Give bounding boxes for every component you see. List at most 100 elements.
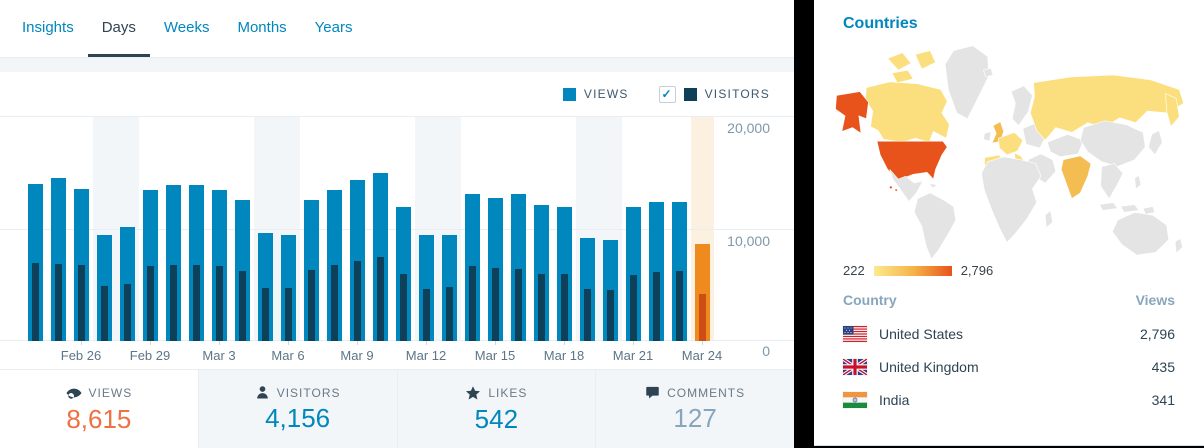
views-bar-mar-21[interactable] [625, 206, 641, 341]
map-region-alaska[interactable] [835, 91, 869, 135]
visitors-bar-mar-3[interactable] [215, 266, 223, 341]
visitors-bar-mar-9[interactable] [353, 261, 361, 341]
visitors-bar-mar-21[interactable] [629, 274, 637, 341]
map-region-central-asia[interactable] [1046, 134, 1084, 158]
visitors-bar-mar-12[interactable] [422, 288, 430, 341]
visitors-bar-mar-14[interactable] [468, 265, 476, 341]
tab-years[interactable]: Years [314, 18, 353, 36]
visitors-bar-mar-18[interactable] [560, 274, 568, 341]
summary-tab-views[interactable]: VIEWS 8,615 [0, 370, 199, 448]
visitors-bar-feb-28[interactable] [123, 283, 131, 341]
visitors-bar-mar-19[interactable] [583, 289, 591, 341]
map-region-arctic-islands[interactable] [887, 50, 936, 84]
map-region-south-america[interactable] [913, 192, 957, 260]
visitors-bar-feb-24[interactable] [31, 262, 39, 341]
map-region-indonesia[interactable] [1099, 202, 1156, 215]
map-region-africa[interactable] [980, 156, 1042, 244]
map-region-china[interactable] [1079, 120, 1146, 167]
views-bar-mar-22[interactable] [648, 201, 664, 341]
views-bar-mar-2[interactable] [188, 185, 204, 341]
map-region-hawaii[interactable] [889, 185, 898, 192]
country-row-india: India 341 [843, 383, 1175, 416]
visitors-bar-mar-7[interactable] [307, 270, 315, 341]
visitors-bar-mar-20[interactable] [606, 290, 614, 341]
visitors-bar-mar-24[interactable] [698, 294, 706, 341]
visitors-bar-feb-27[interactable] [100, 285, 108, 341]
map-region-philippines[interactable] [1134, 174, 1142, 190]
tab-weeks[interactable]: Weeks [163, 18, 210, 36]
views-bar-feb-24[interactable] [27, 183, 43, 341]
visitors-bar-mar-8[interactable] [330, 265, 338, 341]
visitors-bar-mar-15[interactable] [491, 267, 499, 341]
visitors-bar-mar-17[interactable] [537, 274, 545, 341]
summary-tab-likes[interactable]: LIKES 542 [397, 370, 597, 448]
visitors-bar-mar-2[interactable] [192, 265, 200, 341]
summary-label: COMMENTS [667, 385, 746, 400]
map-region-mexico[interactable] [889, 169, 924, 203]
summary-tab-comments[interactable]: COMMENTS 127 [596, 370, 794, 448]
views-bar-feb-29[interactable] [142, 190, 158, 341]
visitors-bar-mar-13[interactable] [445, 287, 453, 341]
country-views: 435 [1151, 358, 1175, 375]
map-region-new-zealand[interactable] [1174, 238, 1183, 254]
views-bar-mar-17[interactable] [533, 205, 549, 341]
visitors-bar-mar-23[interactable] [675, 270, 683, 341]
map-region-caribbean[interactable] [928, 182, 939, 189]
tab-insights[interactable]: Insights [22, 18, 74, 36]
views-bar-mar-24[interactable] [694, 244, 710, 341]
visitors-bar-mar-5[interactable] [261, 287, 269, 341]
world-map[interactable] [828, 37, 1190, 261]
summary-value: 542 [474, 404, 519, 434]
col-views: Views [1135, 292, 1175, 308]
visitors-bar-mar-10[interactable] [376, 257, 384, 341]
visitors-bar-mar-6[interactable] [284, 287, 292, 341]
x-axis-tick [426, 341, 427, 345]
legend-visitors: ✓ VISITORS [658, 85, 770, 103]
views-bar-mar-16[interactable] [510, 194, 526, 341]
map-region-canada[interactable] [864, 81, 950, 143]
map-region-iceland[interactable] [983, 67, 994, 78]
map-region-japan[interactable] [1148, 130, 1163, 156]
visitors-bar-mar-11[interactable] [399, 273, 407, 341]
views-bar-mar-4[interactable] [234, 199, 250, 341]
map-region-russia[interactable] [1029, 74, 1184, 141]
visitors-checkbox[interactable]: ✓ [658, 85, 676, 103]
x-axis-tick [219, 341, 220, 345]
views-bar-mar-9[interactable] [349, 180, 365, 341]
visitors-bar-mar-1[interactable] [169, 265, 177, 341]
views-bar-mar-1[interactable] [165, 185, 181, 341]
views-bar-feb-25[interactable] [50, 177, 66, 341]
x-axis-tick [495, 341, 496, 345]
x-axis-label: Feb 26 [60, 348, 102, 363]
visitors-bar-feb-26[interactable] [77, 265, 85, 341]
map-region-australia[interactable] [1111, 211, 1170, 256]
map-region-scandinavia[interactable] [1010, 85, 1033, 127]
x-axis-label: Mar 21 [612, 348, 654, 363]
tab-months[interactable]: Months [237, 18, 287, 36]
map-region-kamchatka[interactable] [1165, 93, 1180, 128]
map-region-southeast-asia[interactable] [1100, 163, 1124, 200]
visitors-bar-feb-25[interactable] [54, 263, 62, 341]
views-bar-feb-26[interactable] [73, 188, 89, 341]
bar-chart: 20,000 10,000 [0, 116, 794, 341]
map-region-india[interactable] [1060, 155, 1092, 200]
visitors-bar-mar-16[interactable] [514, 269, 522, 341]
visitors-bar-mar-4[interactable] [238, 270, 246, 341]
visitors-bar-mar-22[interactable] [652, 272, 660, 341]
map-region-greenland[interactable] [944, 45, 990, 120]
country-name: India [879, 391, 910, 408]
views-bar-mar-12[interactable] [418, 235, 434, 341]
tab-days[interactable]: Days [87, 0, 150, 57]
map-region-madagascar[interactable] [1044, 209, 1053, 229]
map-region-ireland[interactable] [983, 131, 992, 142]
period-tabs: Insights Days Weeks Months Years [0, 0, 794, 58]
chart-legend: VIEWS ✓ VISITORS [0, 72, 794, 116]
visitors-bar-feb-29[interactable] [146, 266, 154, 341]
scale-min: 222 [843, 263, 865, 278]
views-bar-mar-5[interactable] [257, 233, 273, 341]
legend-visitors-label: VISITORS [704, 87, 770, 101]
map-region-europe[interactable] [998, 132, 1024, 156]
map-region-united-states[interactable] [876, 140, 948, 181]
summary-tab-visitors[interactable]: VISITORS 4,156 [198, 370, 398, 448]
views-bar-mar-3[interactable] [211, 190, 227, 341]
